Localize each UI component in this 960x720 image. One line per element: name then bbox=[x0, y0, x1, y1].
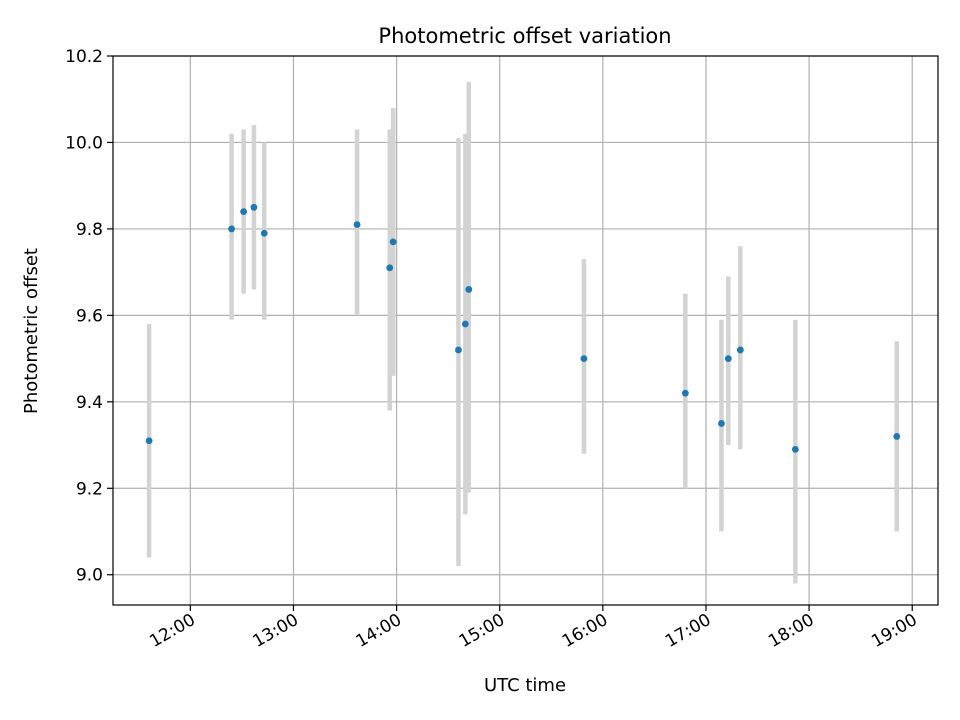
data-point bbox=[736, 346, 744, 354]
data-point bbox=[145, 437, 153, 445]
data-point bbox=[386, 264, 394, 272]
data-point bbox=[455, 346, 462, 354]
data-point bbox=[250, 203, 258, 211]
y-tick-label: 9.0 bbox=[76, 566, 103, 586]
y-tick-label: 10.0 bbox=[65, 133, 103, 153]
y-tick-label: 9.8 bbox=[76, 220, 103, 240]
data-point bbox=[228, 225, 235, 233]
data-point bbox=[580, 355, 588, 362]
data-point bbox=[260, 229, 268, 237]
data-point bbox=[681, 389, 689, 397]
plot-frame bbox=[112, 55, 939, 606]
data-point bbox=[389, 238, 397, 246]
y-tick-label: 9.6 bbox=[76, 306, 103, 326]
data-point bbox=[893, 433, 901, 440]
y-axis-label: Photometric offset bbox=[21, 248, 42, 414]
data-point bbox=[724, 355, 732, 362]
x-axis-label: UTC time bbox=[484, 675, 566, 696]
data-point bbox=[718, 420, 725, 427]
y-tick-label: 9.4 bbox=[76, 393, 103, 413]
data-point bbox=[461, 320, 469, 328]
data-point bbox=[465, 286, 473, 293]
y-tick-label: 10.2 bbox=[65, 47, 103, 67]
data-points bbox=[145, 203, 901, 453]
data-point bbox=[353, 221, 361, 228]
y-tick-label: 9.2 bbox=[76, 479, 103, 499]
chart-title: Photometric offset variation bbox=[378, 24, 671, 48]
data-point bbox=[791, 445, 799, 453]
grid bbox=[113, 55, 938, 605]
y-axis-ticks: 9.0 9.2 9.4 9.6 9.8 10.0 10.2 bbox=[65, 47, 113, 586]
data-point bbox=[240, 208, 248, 216]
